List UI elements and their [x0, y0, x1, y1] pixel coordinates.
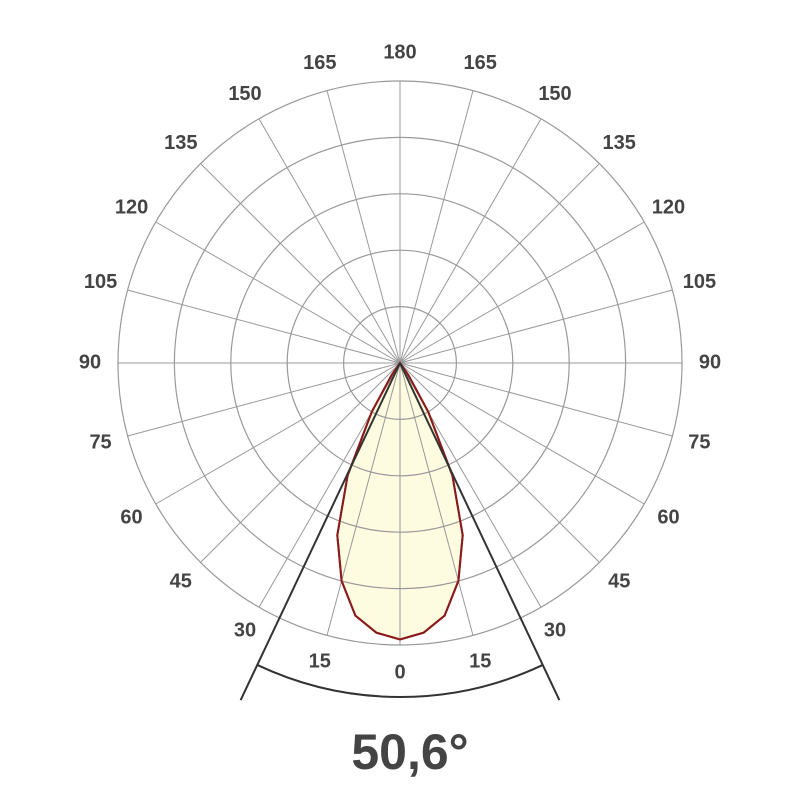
angle-label: 30 [544, 620, 566, 642]
spoke [155, 221, 401, 364]
ring [286, 249, 514, 477]
angle-label: 75 [89, 432, 111, 454]
spoke [399, 221, 645, 364]
ring [343, 306, 458, 421]
angle-label: 15 [469, 651, 491, 673]
spoke [399, 118, 542, 364]
angle-label: 120 [115, 196, 148, 218]
angle-label: 165 [303, 52, 336, 74]
angle-label: 105 [84, 271, 117, 293]
spoke [127, 362, 401, 437]
beam-arc [256, 664, 544, 699]
spoke [399, 362, 600, 563]
spoke [200, 362, 401, 563]
angle-label: 15 [309, 651, 331, 673]
angle-label: 0 [394, 661, 405, 683]
beam-angle-label: 50,6° [351, 724, 468, 780]
spoke [200, 163, 401, 364]
spoke [399, 163, 600, 364]
spoke [326, 90, 401, 364]
angle-label: 90 [699, 351, 721, 373]
spoke [155, 362, 401, 505]
spoke [258, 118, 401, 364]
beam-line [239, 362, 401, 701]
angle-label: 105 [683, 271, 716, 293]
angle-label: 60 [657, 506, 679, 528]
angle-label: 60 [120, 506, 142, 528]
beam-line [399, 362, 561, 701]
angle-label: 180 [383, 41, 416, 63]
spoke [399, 362, 673, 437]
angle-label: 150 [228, 83, 261, 105]
ring [230, 193, 570, 533]
angle-label: 150 [538, 83, 571, 105]
spoke [326, 362, 401, 636]
angle-label: 90 [79, 351, 101, 373]
spoke [127, 289, 401, 364]
intensity-outline [336, 361, 464, 641]
angle-label: 165 [464, 52, 497, 74]
spoke [399, 90, 474, 364]
angle-label: 45 [608, 570, 630, 592]
spoke [399, 362, 474, 636]
angle-label: 45 [170, 570, 192, 592]
angle-label: 75 [688, 432, 710, 454]
angle-label: 135 [603, 132, 636, 154]
angle-label: 120 [652, 196, 685, 218]
ring [173, 136, 627, 590]
ring [117, 80, 683, 646]
angle-label: 135 [164, 132, 197, 154]
angle-label: 30 [234, 620, 256, 642]
spoke [399, 362, 645, 505]
spoke [399, 289, 673, 364]
